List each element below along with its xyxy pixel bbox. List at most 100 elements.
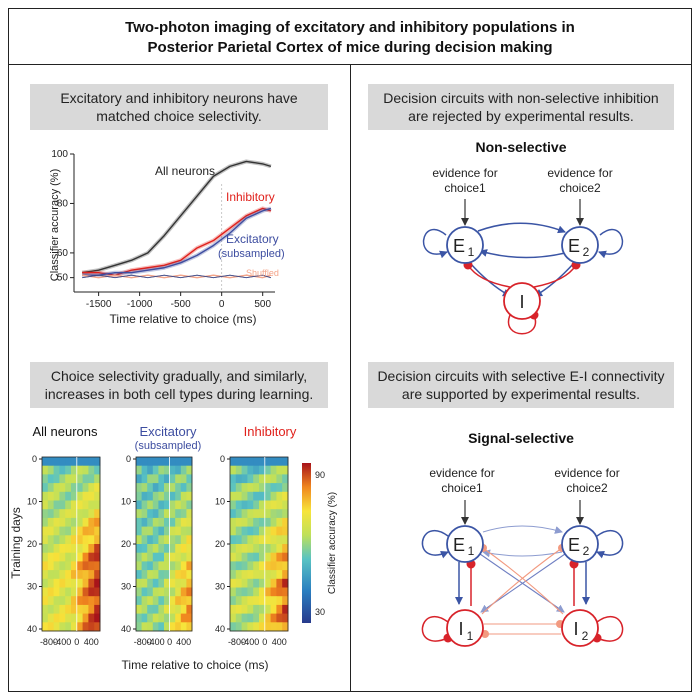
heatmap-cell — [82, 613, 89, 623]
heatmap-cell — [152, 500, 159, 510]
heatmap-cell — [53, 474, 60, 484]
heatmap-cell — [152, 561, 159, 571]
heatmap-y-tick-label: 10 — [121, 497, 131, 507]
heatmap-cell — [59, 596, 66, 606]
heatmap-cell — [235, 613, 242, 623]
heatmap-cell — [47, 604, 54, 614]
heatmap-cell — [230, 474, 237, 484]
heatmap-cell — [158, 622, 165, 632]
heatmap-cell — [136, 622, 142, 632]
heatmap-cell — [247, 622, 254, 632]
heatmap-cell — [42, 552, 49, 562]
heatmap-cell — [247, 474, 254, 484]
heatmap-cell — [270, 552, 277, 562]
heatmap-cell — [259, 561, 266, 571]
heatmap-cell — [82, 578, 89, 588]
heatmap-cell — [175, 552, 182, 562]
heatmap-cell — [82, 561, 89, 571]
heatmap-cell — [270, 561, 277, 571]
heatmap-cell — [152, 491, 159, 501]
heatmap-cell — [94, 596, 101, 606]
heatmap-cell — [42, 517, 49, 527]
heatmap-cell — [247, 526, 254, 536]
heatmap-cell — [164, 457, 170, 467]
heatmap-cell — [42, 613, 49, 623]
net2-e1-to-e2 — [482, 525, 563, 534]
heatmap-cell — [65, 570, 72, 580]
heatmap-cell — [230, 500, 237, 510]
heatmap-cell — [235, 474, 242, 484]
heatmap-cell — [136, 474, 142, 484]
heatmap-cell — [235, 465, 242, 475]
net2-i2-self-loop — [592, 615, 624, 643]
heatmap-cell — [264, 509, 271, 519]
heatmap-cell — [59, 517, 66, 527]
heatmap-cell — [253, 474, 260, 484]
heatmap-cell — [42, 596, 49, 606]
heatmap-cell — [241, 491, 248, 501]
heatmap-cell — [147, 509, 154, 519]
y-tick-label: 80 — [57, 198, 69, 209]
net1-label-e2: E — [568, 236, 580, 256]
net1-e2-to-e1 — [479, 249, 566, 259]
heatmap-cell — [175, 457, 182, 467]
heatmap-cell — [270, 474, 277, 484]
heatmap-cell — [76, 457, 83, 467]
heatmap-cell — [53, 483, 60, 493]
heatmap-cell — [264, 535, 271, 545]
heatmap-cell — [241, 552, 248, 562]
heatmap-cell — [88, 604, 95, 614]
heatmap-cell — [42, 604, 49, 614]
caption-bottom-right-line2: are supported by experimental results. — [401, 386, 641, 402]
heatmap-cell — [82, 596, 89, 606]
figure-title-line2: Posterior Parietal Cortex of mice during… — [147, 39, 553, 56]
heatmap-cell — [276, 474, 283, 484]
heatmap-cell — [42, 587, 49, 597]
heatmap-cell — [180, 578, 187, 588]
net1-node-e2 — [561, 226, 599, 264]
heatmap-cell — [152, 526, 159, 536]
heatmap-cell — [186, 561, 193, 571]
heatmap-cell — [276, 483, 283, 493]
heatmap-cell — [253, 526, 260, 536]
heatmap-cell — [230, 596, 237, 606]
heatmap-cell — [47, 465, 54, 475]
heatmap-cell — [164, 517, 170, 527]
heatmap-cell — [94, 474, 101, 484]
line-chart-ylabel: Classifier accuracy (%) — [49, 169, 61, 281]
heatmap-cell — [241, 500, 248, 510]
heatmap-cell — [42, 474, 49, 484]
heatmap-cell — [259, 465, 266, 475]
heatmap-cell — [158, 596, 165, 606]
heatmap-cell — [186, 604, 193, 614]
heatmap-cell — [235, 500, 242, 510]
heatmap-cell — [230, 552, 237, 562]
heatmap-cell — [53, 552, 60, 562]
heatmap-cell — [282, 570, 289, 580]
heatmap-cell — [186, 596, 193, 606]
heatmap-cell — [47, 552, 54, 562]
heatmap-cell — [82, 491, 89, 501]
heatmap-cell — [270, 613, 277, 623]
heatmap-cell — [276, 622, 283, 632]
heatmap-cell — [59, 526, 66, 536]
heatmap-y-tick-label: 30 — [27, 582, 37, 592]
heatmap-cell — [264, 544, 271, 554]
heatmap-cell — [53, 578, 60, 588]
heatmap-cell — [169, 465, 176, 475]
x-tick-label: -500 — [171, 299, 191, 310]
heatmap-cell — [169, 526, 176, 536]
heatmap-cell — [253, 517, 260, 527]
heatmap-cell — [158, 465, 165, 475]
heatmap-cell — [282, 535, 289, 545]
heatmap-cell — [264, 622, 271, 632]
colorbar — [302, 463, 311, 623]
heatmap-cell — [158, 509, 165, 519]
heatmap-cell — [147, 613, 154, 623]
heatmap-cell — [147, 465, 154, 475]
heatmap-cell — [235, 535, 242, 545]
heatmap-cell — [276, 604, 283, 614]
heatmap-cell — [71, 544, 78, 554]
heatmap-cell — [169, 535, 176, 545]
heatmap-cell — [158, 526, 165, 536]
